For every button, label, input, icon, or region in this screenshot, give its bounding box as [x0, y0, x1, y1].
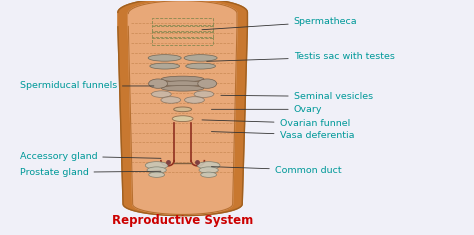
Polygon shape — [118, 0, 247, 215]
Ellipse shape — [184, 97, 204, 103]
Ellipse shape — [149, 172, 164, 177]
Ellipse shape — [147, 167, 166, 173]
Ellipse shape — [173, 107, 191, 112]
Ellipse shape — [161, 76, 204, 82]
Ellipse shape — [161, 81, 204, 86]
Ellipse shape — [148, 55, 181, 61]
Ellipse shape — [197, 162, 220, 169]
Ellipse shape — [146, 162, 168, 169]
Text: Prostate gland: Prostate gland — [19, 168, 161, 177]
Ellipse shape — [172, 116, 193, 121]
Text: Spermiducal funnels: Spermiducal funnels — [19, 82, 154, 90]
Ellipse shape — [161, 97, 181, 103]
Ellipse shape — [186, 63, 216, 69]
Ellipse shape — [198, 79, 217, 88]
Ellipse shape — [201, 172, 217, 177]
Text: Seminal vesicles: Seminal vesicles — [221, 92, 373, 101]
Ellipse shape — [161, 86, 204, 91]
Text: Spermatheca: Spermatheca — [202, 17, 357, 30]
Text: Ovarian funnel: Ovarian funnel — [202, 119, 350, 128]
Text: Reproductive System: Reproductive System — [112, 214, 253, 227]
Ellipse shape — [149, 79, 167, 88]
Text: Common duct: Common duct — [211, 166, 341, 175]
Bar — [152, 31, 213, 38]
Text: Ovary: Ovary — [211, 105, 322, 114]
Ellipse shape — [150, 63, 180, 69]
Text: Vasa deferentia: Vasa deferentia — [211, 130, 354, 140]
Text: Accessory gland: Accessory gland — [19, 152, 161, 161]
Bar — [152, 25, 213, 32]
Bar — [152, 19, 213, 26]
Ellipse shape — [199, 167, 219, 173]
Polygon shape — [128, 1, 237, 215]
Ellipse shape — [194, 91, 214, 98]
Text: Testis sac with testes: Testis sac with testes — [207, 52, 394, 61]
Bar — [152, 37, 213, 45]
Ellipse shape — [184, 55, 217, 61]
Ellipse shape — [152, 91, 171, 98]
